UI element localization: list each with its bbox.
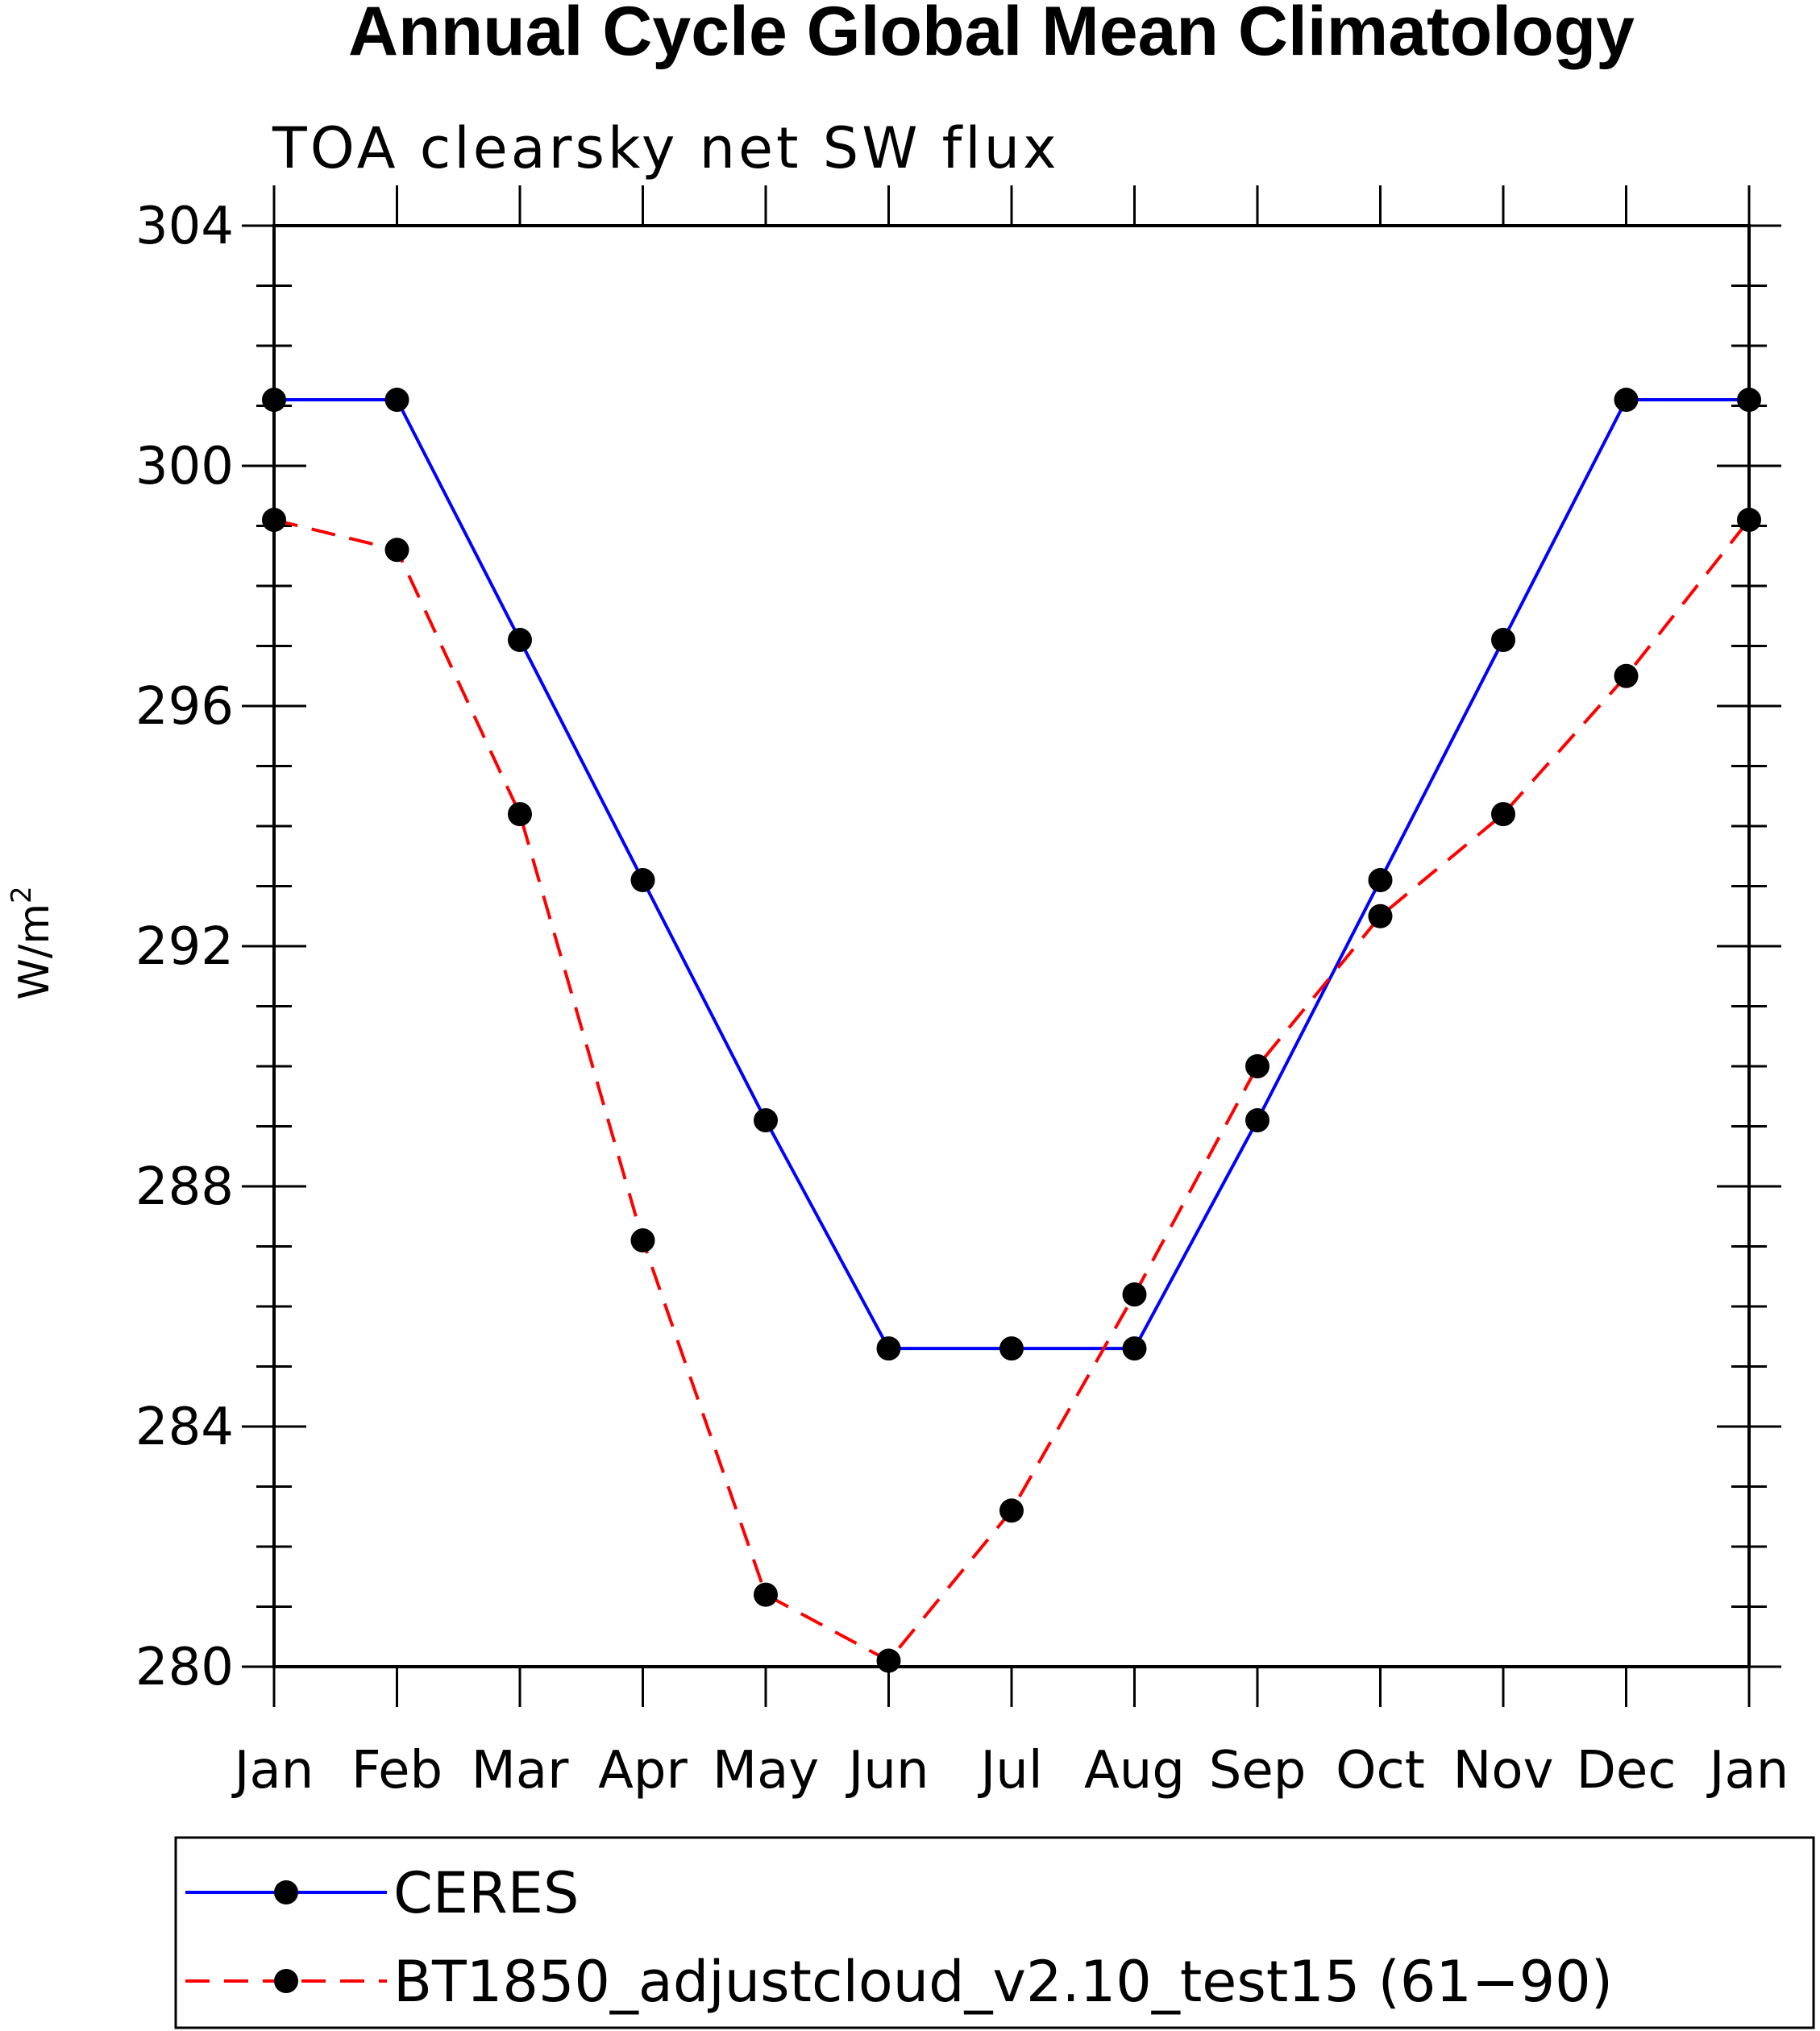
plot-frame: [272, 224, 1751, 1668]
series-1-point: [630, 868, 655, 893]
series-line-1: [274, 398, 1749, 1351]
series-line-2: [273, 518, 1751, 1663]
series-1-point: [1122, 1336, 1147, 1361]
series-2-point: [262, 508, 286, 533]
legend-swatch-marker-1: [274, 1880, 298, 1904]
series-1-point: [262, 388, 286, 413]
x-tick-label: Jul: [977, 1741, 1042, 1800]
legend-swatch-marker-2: [274, 1969, 298, 1993]
x-tick-label: Mar: [472, 1741, 569, 1800]
series-2-point: [508, 802, 532, 827]
series-1-point: [1368, 868, 1393, 893]
legend-box: [174, 1836, 1815, 2029]
y-tick-label: 300: [135, 437, 234, 496]
series-2-point: [1122, 1282, 1147, 1307]
y-axis-label-unit: W/m: [10, 903, 59, 1000]
x-tick-label: Jun: [846, 1741, 929, 1800]
y-tick-label: 284: [135, 1398, 234, 1457]
series-1-point: [1491, 628, 1515, 653]
series-2-point: [630, 1228, 655, 1253]
x-tick-label: Nov: [1453, 1741, 1554, 1800]
series-2-point: [876, 1648, 901, 1673]
x-tick-label: Sep: [1209, 1741, 1307, 1800]
series-layer: [262, 388, 1761, 1673]
series-2-point: [1368, 903, 1393, 928]
y-tick-label: 296: [135, 677, 234, 737]
y-tick-label: 292: [135, 917, 234, 977]
x-tick-label: Apr: [598, 1741, 688, 1800]
y-axis-label: W/m2: [6, 886, 59, 999]
y-axis-label-exponent: 2: [6, 886, 38, 903]
series-2-point: [754, 1582, 778, 1607]
series-1-point: [508, 628, 532, 653]
series-2-point: [1614, 663, 1639, 688]
series-2-point: [1245, 1054, 1269, 1078]
axes: 280 284 288 292 296 300 304 Jan Feb Mar Apr May Jun J…: [135, 185, 1789, 1800]
x-tick-label: Jan: [1706, 1741, 1789, 1800]
y-tick-label: 304: [135, 197, 234, 256]
series-2-point: [384, 538, 409, 563]
x-tick-label: Feb: [351, 1741, 443, 1800]
x-tick-label: May: [713, 1741, 819, 1800]
series-1-point: [999, 1336, 1024, 1361]
x-tick-label: Aug: [1084, 1741, 1185, 1800]
series-2-point: [1491, 802, 1515, 827]
y-tick-label: 280: [135, 1638, 234, 1697]
series-1-point: [754, 1108, 778, 1133]
x-tick-label: Oct: [1336, 1741, 1425, 1800]
series-1-point: [876, 1336, 901, 1361]
legend-entry-label-2: BT1850_adjustcloud_v2.10_test15 (61−90): [393, 1949, 1613, 2015]
legend: CERES BT1850_adjustcloud_v2.10_test15 (61…: [174, 1836, 1815, 2029]
legend-entry-label-1: CERES: [393, 1860, 579, 1926]
series-1-point: [1737, 388, 1761, 413]
series-2-point: [999, 1498, 1024, 1523]
chart-subtitle: TOA clearsky net SW flux: [272, 115, 1060, 181]
series-1-point: [1614, 388, 1639, 413]
series-1-point: [384, 388, 409, 413]
series-2-point: [1737, 508, 1761, 533]
y-tick-label: 288: [135, 1157, 234, 1217]
x-tick-label: Dec: [1577, 1741, 1677, 1800]
x-tick-label: Jan: [231, 1741, 314, 1800]
chart-title: Annual Cycle Global Mean Climatology: [348, 0, 1635, 70]
series-1-point: [1245, 1108, 1269, 1133]
